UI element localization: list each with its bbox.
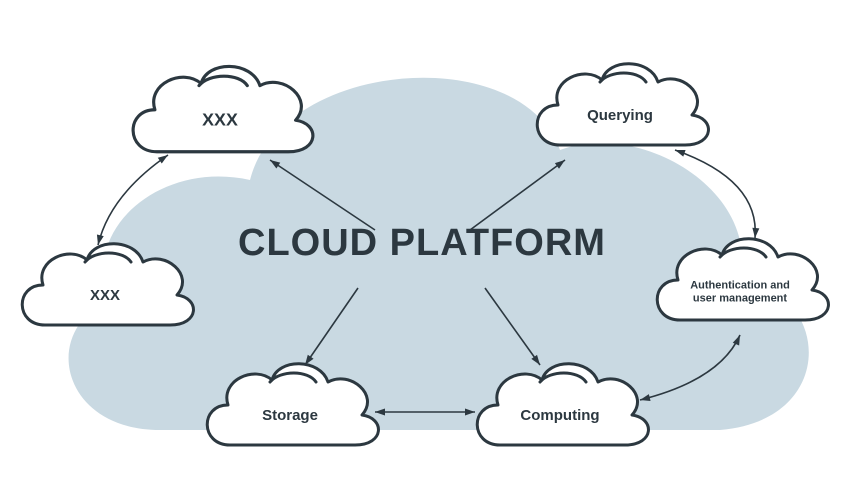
cloud-shape-icon xyxy=(537,64,708,145)
cloud-label-storage: Storage xyxy=(262,407,318,424)
cloud-label-auth: Authentication anduser management xyxy=(690,280,790,305)
cloud-node-xxx-top: XXX xyxy=(133,66,313,151)
arrow-head xyxy=(158,155,168,164)
cloud-label-querying: Querying xyxy=(587,107,653,124)
cloud-label-xxx-left: XXX xyxy=(90,287,120,304)
arrow-head xyxy=(97,234,104,245)
cloud-node-querying: Querying xyxy=(537,64,708,145)
cloud-label-xxx-top: XXX xyxy=(202,110,238,130)
diagram-title: CLOUD PLATFORM xyxy=(238,222,606,264)
arrow-head xyxy=(675,150,686,157)
cloud-label-computing: Computing xyxy=(520,407,599,424)
